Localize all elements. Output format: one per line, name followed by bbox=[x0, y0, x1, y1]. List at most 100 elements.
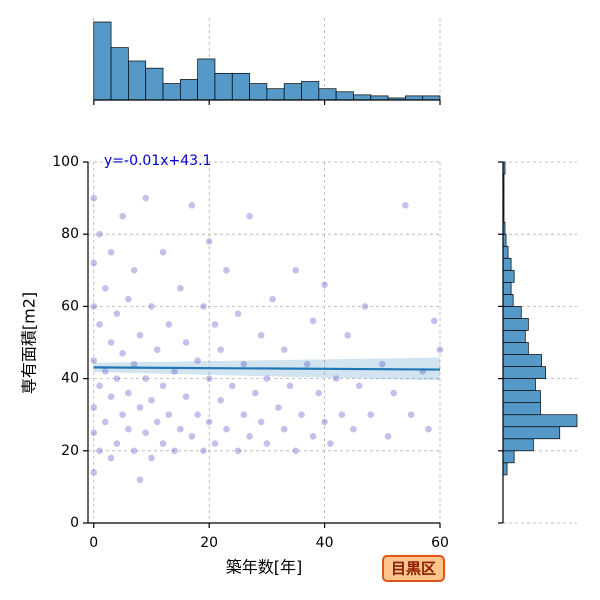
histogram-bar bbox=[335, 91, 354, 101]
regression-label: y=-0.01x+43.1 bbox=[104, 153, 211, 169]
histogram-bar bbox=[502, 269, 515, 283]
scatter-point bbox=[89, 428, 98, 437]
histogram-bar bbox=[214, 72, 233, 101]
scatter-point bbox=[320, 280, 329, 289]
scatter-point bbox=[222, 266, 231, 275]
scatter-point bbox=[95, 230, 104, 239]
scatter-point bbox=[187, 201, 196, 210]
histogram-bar bbox=[422, 95, 441, 101]
y-tick-label: 80 bbox=[61, 226, 79, 242]
y-tick-label: 100 bbox=[52, 154, 79, 170]
histogram-bar bbox=[502, 402, 541, 416]
scatter-point bbox=[332, 374, 341, 383]
scatter-point bbox=[124, 389, 133, 397]
scatter-point bbox=[118, 410, 127, 419]
histogram-bar bbox=[502, 281, 512, 295]
scatter-point bbox=[291, 446, 300, 455]
scatter-point bbox=[239, 410, 248, 419]
scatter-point bbox=[245, 432, 254, 441]
histogram-bar bbox=[502, 294, 514, 307]
scatter-point bbox=[205, 418, 214, 426]
scatter-point bbox=[378, 360, 387, 369]
scatter-point bbox=[262, 374, 271, 383]
histogram-bar bbox=[502, 378, 536, 391]
scatter-point bbox=[153, 345, 162, 354]
scatter-point bbox=[280, 425, 289, 434]
scatter-point bbox=[251, 389, 260, 397]
histogram-bar bbox=[179, 79, 198, 101]
scatter-point bbox=[216, 396, 225, 405]
scatter-point bbox=[124, 425, 133, 434]
scatter-point bbox=[338, 410, 346, 419]
scatter-point bbox=[222, 425, 231, 434]
scatter-point bbox=[257, 331, 266, 340]
scatter-point bbox=[216, 345, 225, 354]
histogram-bar bbox=[502, 330, 526, 343]
scatter-point bbox=[141, 428, 150, 437]
histogram-bar bbox=[370, 95, 389, 101]
scatter-point bbox=[118, 349, 127, 358]
scatter-point bbox=[401, 201, 410, 210]
histogram-bar bbox=[502, 426, 561, 440]
badge-box bbox=[382, 555, 445, 582]
x-tick-label: 40 bbox=[316, 535, 334, 551]
scatter-point bbox=[130, 446, 139, 455]
scatter-point bbox=[107, 338, 115, 347]
histogram-bar bbox=[162, 83, 181, 101]
scatter-point bbox=[141, 194, 150, 202]
scatter-point bbox=[159, 248, 167, 257]
histogram-bar bbox=[502, 414, 578, 428]
scatter-point bbox=[95, 381, 104, 390]
histogram-bar bbox=[93, 21, 112, 101]
scatter-point bbox=[159, 439, 167, 448]
scatter-point bbox=[147, 396, 156, 405]
scatter-point bbox=[297, 410, 306, 419]
scatter-point bbox=[89, 194, 98, 202]
scatter-point bbox=[112, 439, 121, 448]
scatter-point bbox=[170, 446, 179, 455]
x-tick-label: 20 bbox=[200, 535, 218, 551]
histogram-bar bbox=[145, 67, 164, 101]
histogram-bar bbox=[502, 306, 522, 319]
scatter-point bbox=[228, 381, 237, 390]
y-tick-label: 60 bbox=[61, 298, 79, 314]
histogram-bar bbox=[110, 47, 129, 101]
y-axis-label: 専有面積[m2] bbox=[20, 292, 39, 394]
histogram-bar bbox=[301, 81, 320, 101]
histogram-bar bbox=[128, 60, 147, 101]
x-tick-label: 60 bbox=[431, 535, 449, 551]
scatter-point bbox=[164, 410, 173, 419]
scatter-point bbox=[309, 316, 317, 325]
scatter-point bbox=[147, 302, 156, 311]
scatter-point bbox=[136, 331, 144, 340]
scatter-point bbox=[187, 432, 196, 441]
scatter-point bbox=[112, 309, 121, 318]
histogram-bar bbox=[502, 342, 529, 355]
scatter-point bbox=[89, 259, 98, 267]
scatter-point bbox=[136, 475, 144, 484]
scatter-point bbox=[211, 439, 219, 448]
y-tick-label: 20 bbox=[61, 443, 79, 459]
scatter-point bbox=[89, 403, 98, 412]
scatter-point bbox=[257, 418, 266, 426]
scatter-point bbox=[314, 389, 323, 397]
scatter-point bbox=[291, 266, 300, 275]
scatter-point bbox=[199, 302, 208, 311]
histogram-bar bbox=[502, 438, 534, 452]
scatter-point bbox=[107, 248, 115, 257]
scatter-point bbox=[193, 356, 202, 365]
scatter-point bbox=[407, 410, 416, 419]
histogram-bar bbox=[502, 354, 542, 367]
scatter-point bbox=[176, 425, 185, 434]
histogram-bar bbox=[502, 245, 509, 259]
scatter-point bbox=[326, 439, 335, 448]
scatter-point bbox=[320, 418, 329, 426]
scatter-point bbox=[280, 345, 289, 354]
histogram-bar bbox=[283, 83, 302, 101]
scatter-point bbox=[159, 381, 167, 390]
scatter-point bbox=[101, 418, 110, 426]
histogram-bar bbox=[266, 88, 285, 101]
scatter-point bbox=[193, 410, 202, 419]
scatter-point bbox=[436, 345, 444, 354]
